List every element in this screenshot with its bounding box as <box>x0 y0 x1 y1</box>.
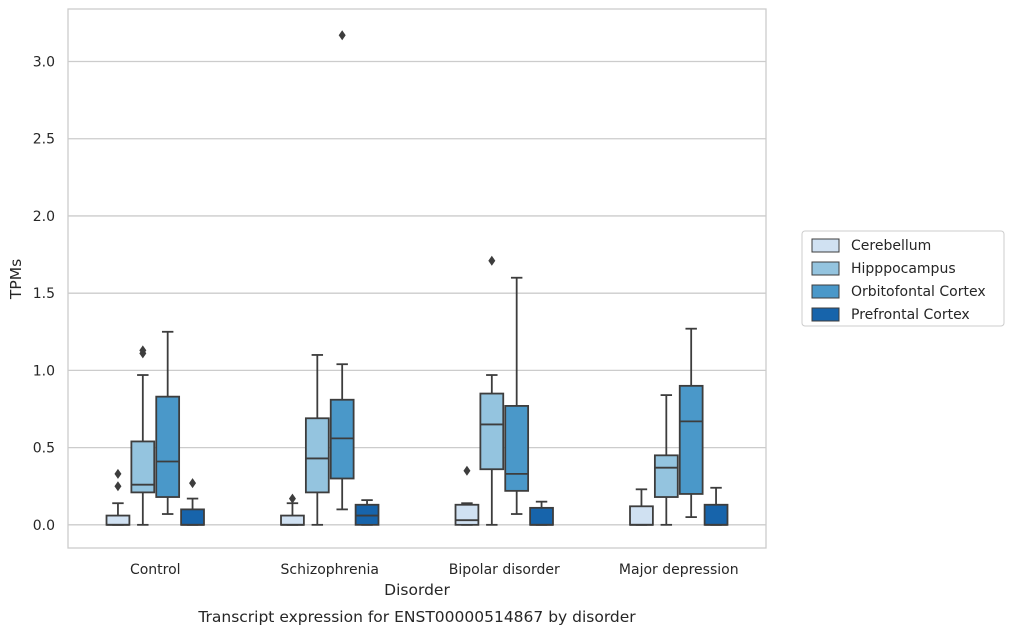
box-body <box>180 508 205 526</box>
box <box>155 330 181 515</box>
outlier-point <box>114 481 122 492</box>
box-body <box>629 505 654 526</box>
legend-swatch <box>811 238 840 253</box>
box <box>280 493 305 526</box>
legend-label: Hipppocampus <box>851 261 956 277</box>
outlier-point <box>189 478 197 489</box>
series-cerebellum <box>105 465 654 526</box>
y-tick-labels: 0.0 0.5 1.0 1.5 2.0 2.5 3.0 <box>33 55 55 534</box>
box-series <box>105 30 729 526</box>
outlier-point <box>288 493 296 504</box>
box-body <box>304 417 330 494</box>
y-tick-label: 2.5 <box>33 132 55 148</box>
y-tick-label: 1.5 <box>33 286 55 302</box>
series-prefrontal-cortex <box>180 478 729 526</box>
box <box>354 499 380 526</box>
box-body <box>678 384 704 495</box>
x-tick-label: Control <box>130 562 181 578</box>
box <box>329 30 355 511</box>
legend-swatch <box>811 261 840 276</box>
box <box>479 255 505 526</box>
legend-item: Cerebellum <box>811 238 931 254</box>
y-tick-label: 2.0 <box>33 209 55 225</box>
box <box>130 345 156 526</box>
x-tick-label: Schizophrenia <box>281 562 379 578</box>
x-axis-label: Disorder <box>384 581 450 599</box>
outlier-point <box>139 345 147 356</box>
box-body <box>130 440 156 494</box>
box <box>653 394 679 526</box>
legend-item: Hipppocampus <box>811 261 956 277</box>
y-axis-label: TPMs <box>7 259 25 300</box>
y-tick-label: 0.5 <box>33 441 55 457</box>
box-body <box>105 514 131 526</box>
box <box>678 327 704 519</box>
box <box>703 486 729 526</box>
box-body <box>703 503 729 526</box>
box-body <box>479 392 505 471</box>
legend-item: Prefrontal Cortex <box>811 307 970 323</box>
box-body <box>454 503 480 526</box>
box-body <box>504 405 530 492</box>
box <box>629 488 654 526</box>
legend-item: Orbitofontal Cortex <box>811 284 986 300</box>
box <box>304 354 330 526</box>
outlier-point <box>488 255 496 266</box>
legend: Cerebellum Hipppocampus Orbitofontal Corte… <box>801 230 1005 327</box>
box-body <box>529 506 554 526</box>
outlier-point <box>463 465 471 476</box>
outlier-point <box>338 30 346 41</box>
legend-label: Prefrontal Cortex <box>851 307 970 323</box>
series-orbitofontal-cortex <box>155 30 704 519</box>
y-tick-label: 0.0 <box>33 518 55 534</box>
box-body <box>155 395 181 498</box>
outlier-point <box>114 468 122 479</box>
legend-swatch <box>811 307 840 322</box>
box <box>504 276 530 515</box>
chart-caption: Transcript expression for ENST0000051486… <box>197 608 636 626</box>
x-tick-labels: Control Schizophrenia Bipolar disorder Majo… <box>130 562 739 578</box>
box <box>454 465 480 526</box>
plot-frame <box>67 8 767 549</box>
x-tick-label: Major depression <box>619 562 739 578</box>
y-tick-label: 1.0 <box>33 363 55 379</box>
box <box>529 500 554 526</box>
box-body <box>280 514 305 526</box>
series-hipppocampus <box>130 255 679 526</box>
legend-label: Cerebellum <box>851 238 931 254</box>
box <box>105 468 131 526</box>
legend-frame <box>801 230 1005 327</box>
x-tick-label: Bipolar disorder <box>449 562 560 578</box>
legend-label: Orbitofontal Cortex <box>851 284 986 300</box>
legend-swatch <box>811 284 840 299</box>
box <box>180 478 205 526</box>
box-body <box>653 454 679 498</box>
y-tick-label: 3.0 <box>33 55 55 71</box>
